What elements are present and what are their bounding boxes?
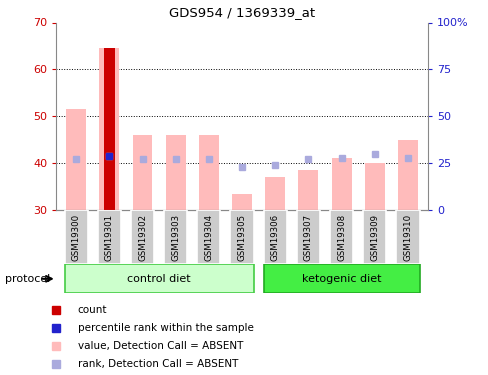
Text: count: count: [78, 305, 107, 315]
Bar: [329, 210, 352, 264]
Bar: [230, 210, 253, 264]
Text: GSM19309: GSM19309: [369, 214, 379, 261]
Text: GSM19306: GSM19306: [270, 214, 279, 261]
Bar: [131, 210, 154, 264]
Bar: [164, 210, 187, 264]
Text: GSM19303: GSM19303: [171, 214, 180, 261]
Bar: [364, 163, 384, 210]
Text: control diet: control diet: [127, 274, 190, 284]
Text: value, Detection Call = ABSENT: value, Detection Call = ABSENT: [78, 341, 243, 351]
Text: ketogenic diet: ketogenic diet: [301, 274, 381, 284]
Bar: [132, 135, 152, 210]
Bar: [199, 135, 218, 210]
Bar: [103, 48, 115, 210]
Bar: [64, 264, 253, 293]
Bar: [296, 210, 319, 264]
Text: GSM19302: GSM19302: [138, 214, 147, 261]
Title: GDS954 / 1369339_at: GDS954 / 1369339_at: [169, 6, 314, 18]
Bar: [99, 48, 119, 210]
Bar: [331, 158, 351, 210]
Text: rank, Detection Call = ABSENT: rank, Detection Call = ABSENT: [78, 359, 238, 369]
Text: protocol: protocol: [5, 274, 50, 284]
Bar: [98, 210, 121, 264]
Text: GSM19310: GSM19310: [403, 214, 411, 261]
Text: GSM19301: GSM19301: [104, 214, 114, 261]
Text: GSM19308: GSM19308: [336, 214, 346, 261]
Bar: [264, 177, 285, 210]
Text: GSM19300: GSM19300: [72, 214, 81, 261]
Bar: [232, 194, 251, 210]
Bar: [396, 210, 419, 264]
Text: GSM19305: GSM19305: [237, 214, 246, 261]
Bar: [263, 210, 286, 264]
Bar: [298, 170, 318, 210]
Bar: [66, 109, 86, 210]
Bar: [197, 210, 220, 264]
Bar: [363, 210, 386, 264]
Text: GSM19307: GSM19307: [304, 214, 312, 261]
Bar: [263, 264, 419, 293]
Text: GSM19304: GSM19304: [204, 214, 213, 261]
Bar: [397, 140, 417, 210]
Bar: [64, 210, 87, 264]
Text: percentile rank within the sample: percentile rank within the sample: [78, 323, 253, 333]
Bar: [165, 135, 185, 210]
